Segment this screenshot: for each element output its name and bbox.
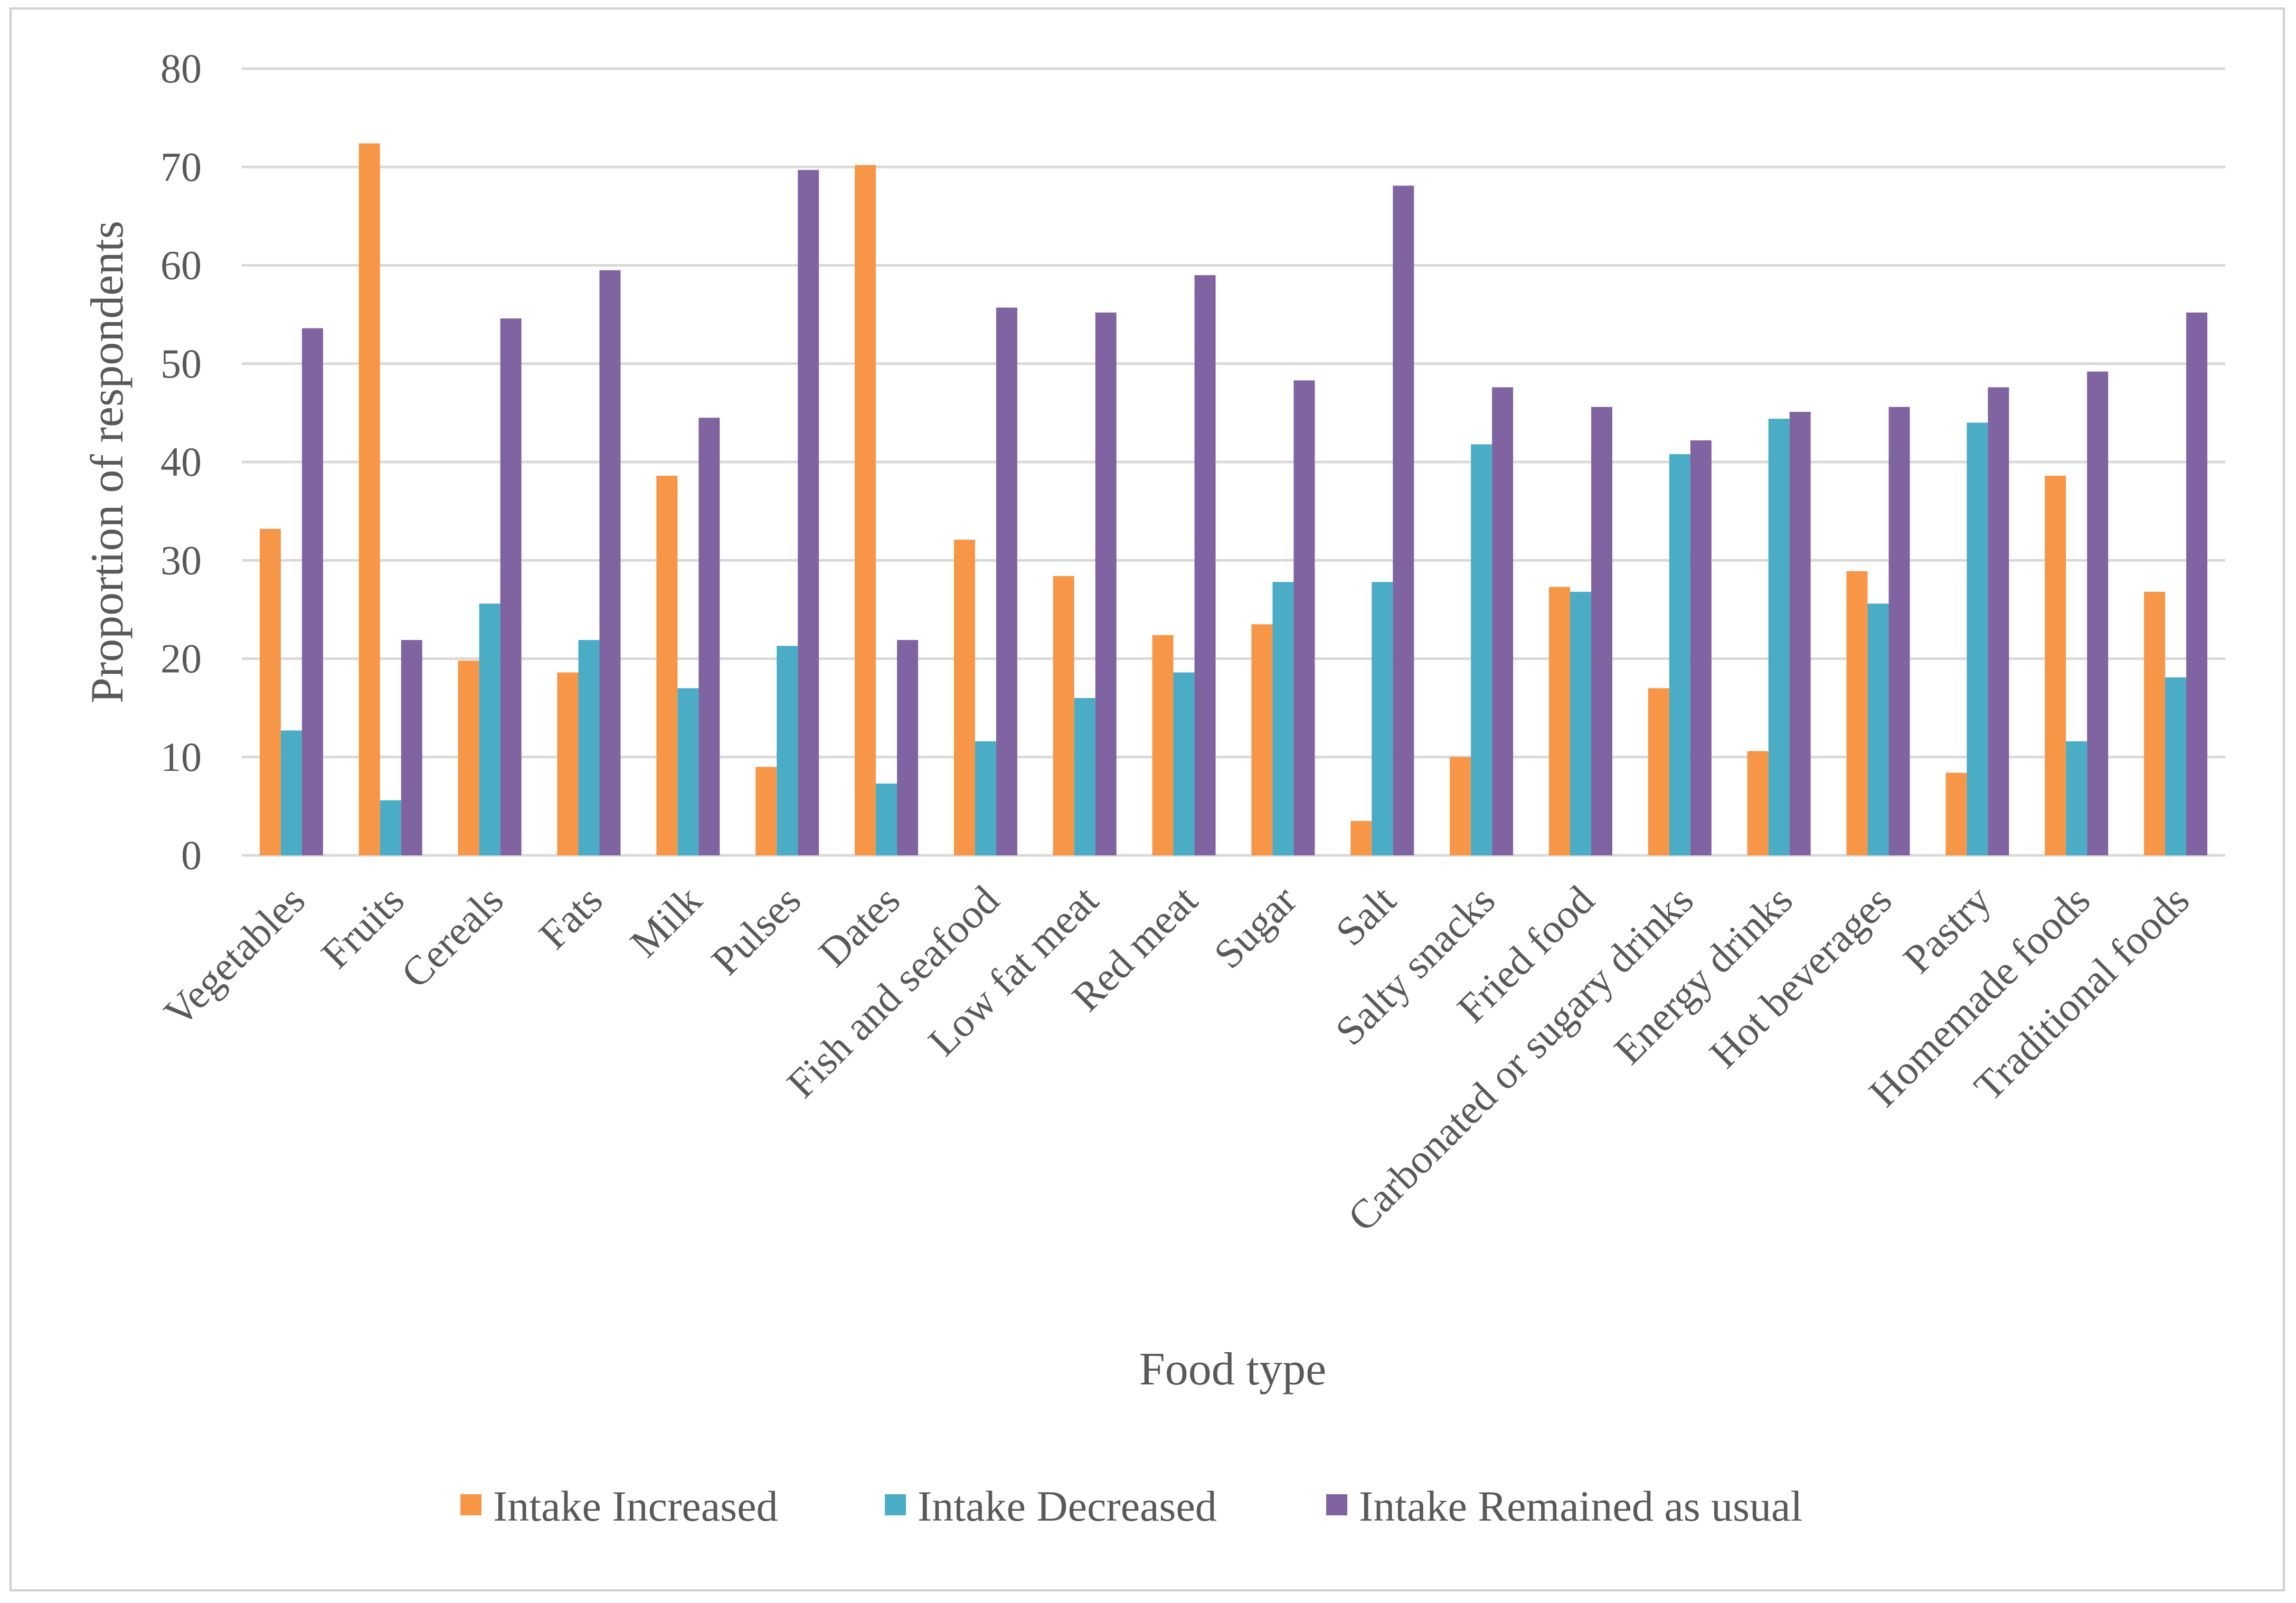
- bar-2-19: [2066, 741, 2087, 855]
- legend: Intake Increased Intake Decreased Intake R…: [460, 1482, 1802, 1530]
- bar-3-15: [1690, 440, 1712, 855]
- bar-3-10: [1194, 275, 1216, 855]
- bar-1-4: [557, 672, 579, 855]
- y-tick-label: 50: [160, 341, 202, 386]
- bar-1-14: [1548, 587, 1570, 855]
- bar-3-12: [1393, 185, 1414, 856]
- legend-swatch-1: [460, 1494, 481, 1515]
- bar-2-16: [1768, 419, 1790, 855]
- bar-2-6: [777, 646, 798, 855]
- bar-2-9: [1074, 698, 1095, 855]
- x-tick-label: Salt: [1327, 876, 1405, 955]
- bar-2-11: [1272, 582, 1294, 855]
- bar-3-19: [2087, 371, 2109, 855]
- bar-2-18: [1967, 422, 1988, 855]
- bar-2-5: [677, 688, 699, 855]
- bar-3-8: [996, 307, 1017, 855]
- bar-1-10: [1152, 635, 1174, 855]
- bar-2-7: [876, 784, 897, 855]
- bar-2-3: [479, 604, 500, 855]
- bar-2-2: [380, 800, 401, 855]
- legend-swatch-3: [1326, 1494, 1347, 1515]
- y-tick-label: 10: [160, 734, 202, 780]
- y-tick-label: 70: [160, 144, 202, 190]
- y-tick-label: 0: [181, 832, 202, 878]
- bar-1-13: [1450, 757, 1471, 855]
- bar-1-6: [755, 767, 777, 855]
- bar-1-18: [1945, 772, 1967, 855]
- y-tick-label: 30: [160, 537, 202, 583]
- bar-1-8: [953, 540, 975, 855]
- bar-2-17: [1867, 604, 1889, 855]
- y-tick-label: 60: [160, 242, 202, 288]
- bar-1-15: [1648, 688, 1669, 855]
- legend-swatch-2: [885, 1494, 906, 1515]
- bar-1-1: [259, 529, 281, 855]
- bar-1-19: [2045, 476, 2066, 855]
- gridlines: [242, 67, 2225, 857]
- bar-3-5: [698, 418, 720, 855]
- x-tick-label: Vegetables: [155, 877, 314, 1035]
- y-axis-title: Proportion of respondents: [82, 221, 133, 703]
- x-axis-title: Food type: [1139, 1344, 1326, 1395]
- legend-label: Intake Remained as usual: [1359, 1482, 1802, 1530]
- x-tick-label: Sugar: [1205, 876, 1305, 977]
- bar-1-12: [1350, 821, 1372, 855]
- y-tick-label: 80: [160, 45, 202, 91]
- bar-2-13: [1471, 444, 1492, 855]
- bar-1-11: [1251, 624, 1273, 855]
- bar-3-3: [500, 318, 522, 855]
- bar-2-10: [1173, 672, 1195, 855]
- bar-3-11: [1293, 380, 1315, 855]
- bar-3-16: [1789, 412, 1811, 855]
- bar-1-16: [1747, 751, 1769, 855]
- bar-2-12: [1372, 582, 1393, 855]
- bar-1-5: [656, 476, 678, 855]
- bar-1-2: [358, 143, 380, 855]
- bar-2-15: [1669, 454, 1690, 855]
- bar-2-14: [1570, 591, 1591, 855]
- bar-3-9: [1095, 312, 1117, 855]
- bar-3-14: [1591, 407, 1612, 855]
- x-tick-label: Fats: [530, 877, 611, 958]
- x-tick-label: Pulses: [703, 877, 810, 984]
- y-tick-label: 40: [160, 439, 202, 485]
- bar-1-17: [1846, 571, 1868, 855]
- bar-3-4: [599, 270, 621, 855]
- bar-3-2: [401, 640, 422, 855]
- legend-label: Intake Decreased: [918, 1482, 1217, 1530]
- bar-2-20: [2165, 677, 2187, 855]
- bar-3-6: [798, 169, 819, 855]
- y-axis-ticks: 0 10 20 30 40 50 60 70 80: [160, 45, 202, 878]
- bar-3-7: [897, 640, 919, 855]
- y-tick-label: 20: [160, 636, 202, 682]
- bar-1-7: [855, 165, 876, 855]
- bar-2-8: [975, 741, 996, 855]
- bar-2-1: [280, 730, 302, 855]
- bar-3-17: [1888, 407, 1910, 855]
- bar-3-18: [1988, 387, 2009, 855]
- bar-1-20: [2144, 591, 2166, 855]
- bar-1-3: [458, 661, 479, 855]
- bar-3-20: [2186, 312, 2208, 855]
- bars: [259, 143, 2208, 856]
- bar-1-9: [1053, 576, 1074, 855]
- legend-label: Intake Increased: [493, 1482, 778, 1530]
- bar-2-4: [578, 640, 600, 855]
- bar-3-13: [1492, 387, 1514, 855]
- x-tick-label: Cereals: [392, 877, 512, 997]
- bar-3-1: [301, 328, 323, 855]
- x-tick-label: Milk: [621, 877, 711, 966]
